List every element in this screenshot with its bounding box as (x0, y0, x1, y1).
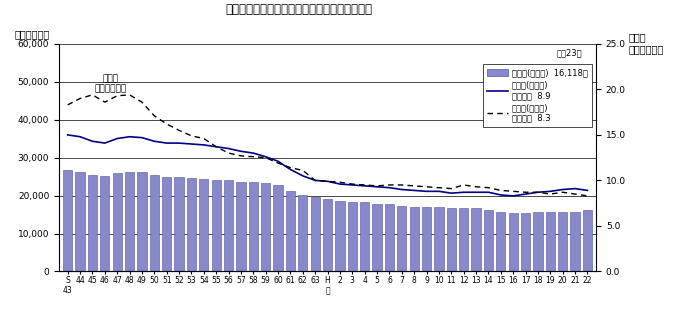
Bar (224, 180, 233, 272)
Bar (348, 202, 357, 272)
Bar (546, 212, 555, 272)
Bar (583, 210, 592, 272)
Bar (162, 177, 171, 272)
Bar (385, 204, 394, 272)
Bar (298, 195, 308, 272)
Bar (422, 207, 431, 272)
Legend: 出生数(熊本県)  16,118人, 出生率(熊本県)
人口千対  8.9, 出生率(全　国)
人口千対  8.3: 出生数(熊本県) 16,118人, 出生率(熊本県) 人口千対 8.9, 出生率… (483, 64, 592, 127)
Bar (100, 176, 109, 272)
Bar (558, 211, 568, 272)
Bar (509, 213, 518, 272)
Bar (274, 185, 282, 272)
Bar (125, 172, 134, 272)
Bar (409, 206, 419, 272)
Bar (187, 178, 196, 272)
Bar (484, 210, 493, 272)
Bar (397, 206, 407, 272)
Bar (435, 207, 443, 272)
Bar (261, 184, 270, 272)
Bar (236, 182, 246, 272)
Bar (199, 179, 208, 272)
Bar (286, 191, 295, 272)
Bar (212, 180, 221, 272)
Bar (471, 209, 481, 272)
Bar (335, 201, 344, 272)
Bar (323, 199, 332, 272)
Bar (149, 175, 159, 272)
Bar (521, 213, 530, 272)
Bar (75, 172, 85, 272)
Text: 平成23年: 平成23年 (557, 48, 583, 57)
Text: 出生数及び出生率（熊本県－全国）の年次推移: 出生数及び出生率（熊本県－全国）の年次推移 (225, 3, 372, 16)
Bar (310, 197, 320, 272)
Bar (113, 173, 122, 272)
Bar (459, 208, 469, 272)
Y-axis label: 出生数（人）: 出生数（人） (15, 29, 50, 39)
Bar (88, 175, 97, 272)
Bar (137, 172, 147, 272)
Bar (175, 177, 184, 272)
Text: 第二次
ベビーブーム: 第二次 ベビーブーム (95, 74, 127, 94)
Bar (360, 202, 369, 272)
Bar (570, 211, 580, 272)
Bar (496, 212, 505, 272)
Bar (372, 204, 382, 272)
Bar (447, 208, 456, 272)
Bar (533, 212, 543, 272)
Y-axis label: 出生率
（人口千対）: 出生率 （人口千対） (629, 33, 664, 54)
Bar (249, 182, 258, 272)
Bar (63, 170, 72, 272)
